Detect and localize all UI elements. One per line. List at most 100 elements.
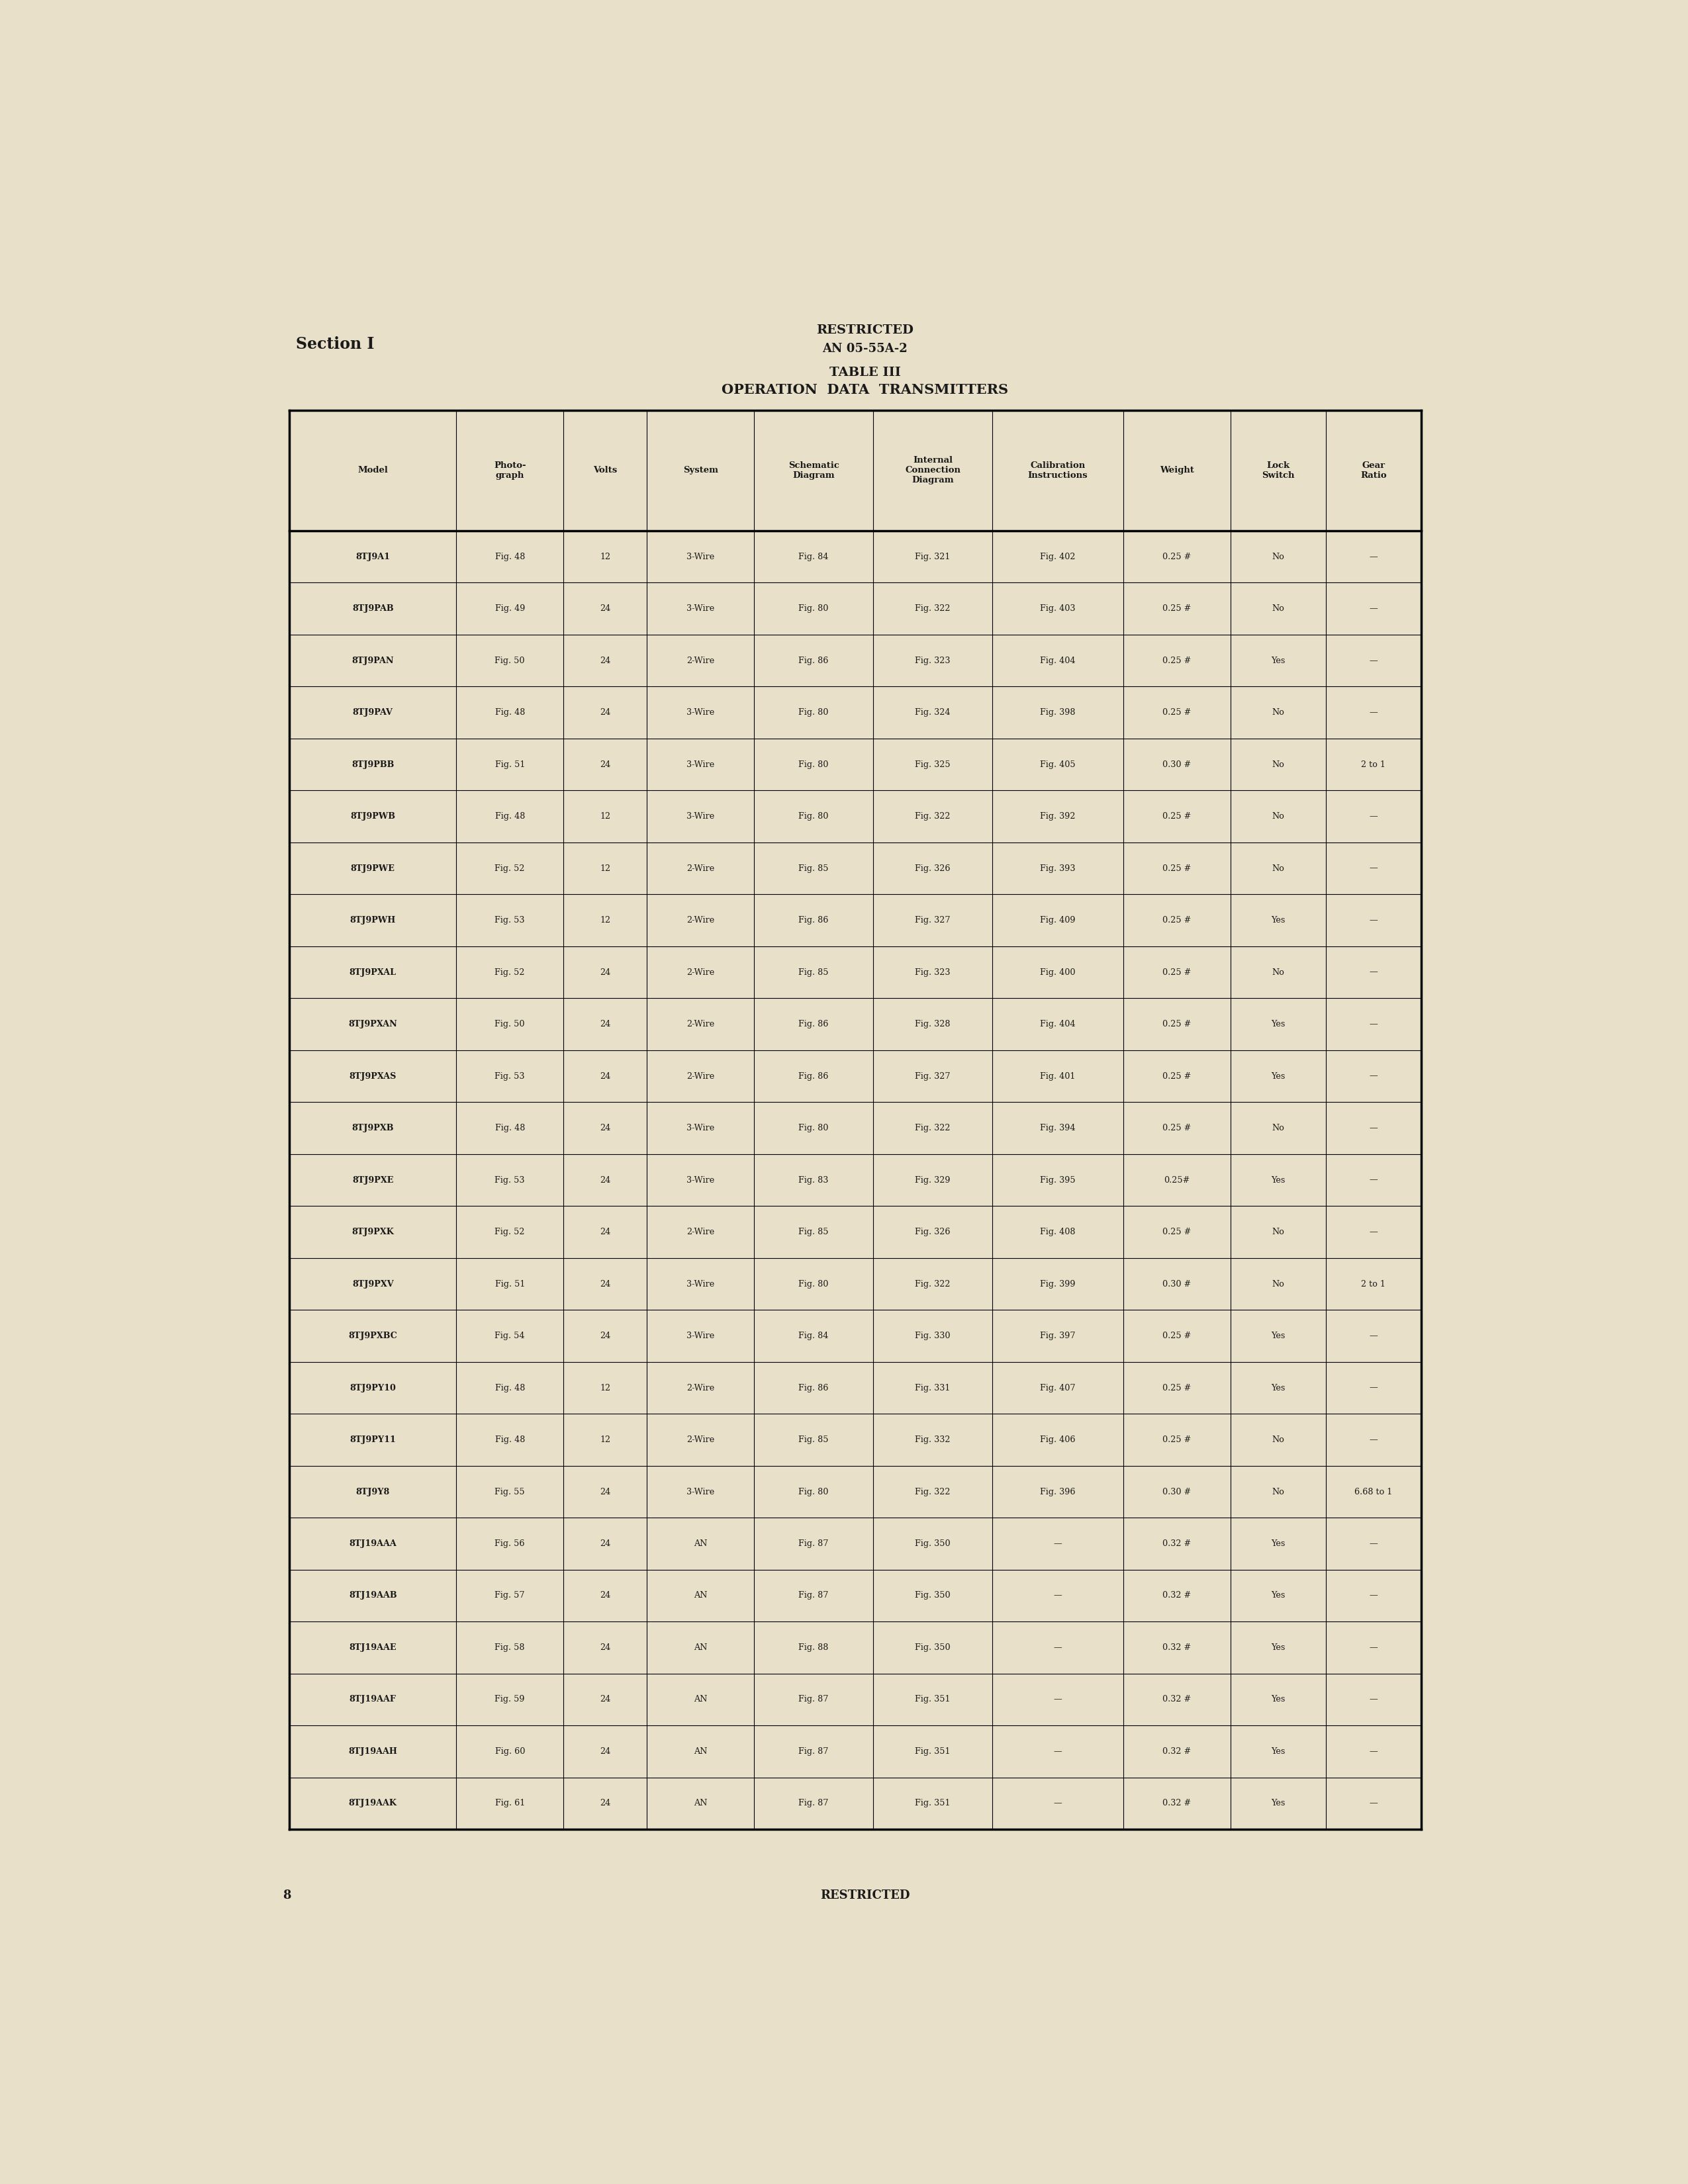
Text: 0.25 #: 0.25 # [1163, 605, 1192, 614]
Text: No: No [1271, 1227, 1285, 1236]
Text: —: — [1369, 1642, 1377, 1651]
Text: Fig. 60: Fig. 60 [495, 1747, 525, 1756]
Text: 12: 12 [599, 1382, 611, 1391]
Text: 24: 24 [599, 968, 611, 976]
Text: 3-Wire: 3-Wire [687, 1487, 714, 1496]
Text: Fig. 325: Fig. 325 [915, 760, 950, 769]
Text: 3-Wire: 3-Wire [687, 553, 714, 561]
Text: 0.25 #: 0.25 # [1163, 1227, 1192, 1236]
Text: Fig. 327: Fig. 327 [915, 915, 950, 924]
Text: 0.25 #: 0.25 # [1163, 915, 1192, 924]
Text: Fig. 88: Fig. 88 [798, 1642, 829, 1651]
Text: —: — [1369, 1540, 1377, 1548]
Text: 24: 24 [599, 1800, 611, 1808]
Text: Fig. 50: Fig. 50 [495, 655, 525, 664]
Text: 0.25 #: 0.25 # [1163, 812, 1192, 821]
Text: 24: 24 [599, 1125, 611, 1133]
Text: Fig. 52: Fig. 52 [495, 1227, 525, 1236]
Text: Fig. 51: Fig. 51 [495, 1280, 525, 1289]
Text: Fig. 392: Fig. 392 [1040, 812, 1075, 821]
Text: 12: 12 [599, 1435, 611, 1444]
Text: 24: 24 [599, 1072, 611, 1081]
Text: 8TJ19AAF: 8TJ19AAF [349, 1695, 397, 1704]
Text: —: — [1369, 865, 1377, 874]
Text: Fig. 402: Fig. 402 [1040, 553, 1075, 561]
Text: No: No [1271, 812, 1285, 821]
Text: 8TJ9PAV: 8TJ9PAV [353, 708, 393, 716]
Text: Gear
Ratio: Gear Ratio [1361, 461, 1386, 480]
Text: AN: AN [694, 1642, 707, 1651]
Text: Yes: Yes [1271, 1382, 1285, 1391]
Text: 8TJ9PWB: 8TJ9PWB [351, 812, 395, 821]
Text: Yes: Yes [1271, 1747, 1285, 1756]
Text: Fig. 332: Fig. 332 [915, 1435, 950, 1444]
Text: Lock
Switch: Lock Switch [1261, 461, 1295, 480]
Text: 24: 24 [599, 655, 611, 664]
Text: —: — [1369, 812, 1377, 821]
Text: Fig. 350: Fig. 350 [915, 1540, 950, 1548]
Text: Fig. 80: Fig. 80 [798, 605, 829, 614]
Text: —: — [1369, 605, 1377, 614]
Text: AN: AN [694, 1592, 707, 1601]
Text: Fig. 396: Fig. 396 [1040, 1487, 1075, 1496]
Text: 0.25 #: 0.25 # [1163, 708, 1192, 716]
Text: Schematic
Diagram: Schematic Diagram [788, 461, 839, 480]
Text: Fig. 87: Fig. 87 [798, 1747, 829, 1756]
Text: 0.25 #: 0.25 # [1163, 655, 1192, 664]
Text: 8TJ19AAH: 8TJ19AAH [348, 1747, 397, 1756]
Text: 2-Wire: 2-Wire [687, 915, 714, 924]
Text: —: — [1369, 1227, 1377, 1236]
Text: Fig. 350: Fig. 350 [915, 1592, 950, 1601]
Text: Fig. 398: Fig. 398 [1040, 708, 1075, 716]
Text: Fig. 322: Fig. 322 [915, 812, 950, 821]
Text: RESTRICTED: RESTRICTED [820, 1889, 910, 1902]
Text: —: — [1369, 655, 1377, 664]
Text: 8TJ19AAE: 8TJ19AAE [349, 1642, 397, 1651]
Text: —: — [1369, 1435, 1377, 1444]
Text: 8TJ9PXB: 8TJ9PXB [351, 1125, 393, 1133]
Text: Yes: Yes [1271, 915, 1285, 924]
Text: 2 to 1: 2 to 1 [1361, 760, 1386, 769]
Text: Yes: Yes [1271, 1072, 1285, 1081]
Text: Fig. 52: Fig. 52 [495, 865, 525, 874]
Text: 8TJ9PXAL: 8TJ9PXAL [349, 968, 397, 976]
Text: 0.25 #: 0.25 # [1163, 1435, 1192, 1444]
Text: —: — [1369, 915, 1377, 924]
Text: 24: 24 [599, 1592, 611, 1601]
Text: 0.25 #: 0.25 # [1163, 1332, 1192, 1341]
Text: RESTRICTED: RESTRICTED [817, 323, 913, 336]
Text: Fig. 351: Fig. 351 [915, 1800, 950, 1808]
Text: 0.25 #: 0.25 # [1163, 1072, 1192, 1081]
Text: 8TJ19AAB: 8TJ19AAB [349, 1592, 397, 1601]
Text: 8TJ19AAK: 8TJ19AAK [349, 1800, 397, 1808]
Text: 24: 24 [599, 605, 611, 614]
Text: Fig. 324: Fig. 324 [915, 708, 950, 716]
Text: —: — [1369, 1382, 1377, 1391]
Text: Fig. 80: Fig. 80 [798, 1487, 829, 1496]
Text: Fig. 48: Fig. 48 [495, 1435, 525, 1444]
Text: —: — [1369, 553, 1377, 561]
Text: 8TJ9PXAN: 8TJ9PXAN [348, 1020, 397, 1029]
Text: No: No [1271, 865, 1285, 874]
Text: Fig. 323: Fig. 323 [915, 968, 950, 976]
Text: Fig. 329: Fig. 329 [915, 1175, 950, 1184]
Text: Fig. 351: Fig. 351 [915, 1695, 950, 1704]
Text: Internal
Connection
Diagram: Internal Connection Diagram [905, 456, 960, 485]
Text: Fig. 321: Fig. 321 [915, 553, 950, 561]
Text: 0.25 #: 0.25 # [1163, 1382, 1192, 1391]
Text: 3-Wire: 3-Wire [687, 1280, 714, 1289]
Text: 24: 24 [599, 1695, 611, 1704]
Text: No: No [1271, 1125, 1285, 1133]
Text: Fig. 323: Fig. 323 [915, 655, 950, 664]
Text: No: No [1271, 605, 1285, 614]
Text: Fig. 50: Fig. 50 [495, 1020, 525, 1029]
Text: No: No [1271, 1280, 1285, 1289]
Text: —: — [1369, 1800, 1377, 1808]
Text: Fig. 327: Fig. 327 [915, 1072, 950, 1081]
Text: —: — [1053, 1642, 1062, 1651]
Text: 2-Wire: 2-Wire [687, 1435, 714, 1444]
Text: 0.32 #: 0.32 # [1163, 1540, 1192, 1548]
Text: Yes: Yes [1271, 1020, 1285, 1029]
Text: Photo-
graph: Photo- graph [495, 461, 527, 480]
Text: —: — [1369, 1592, 1377, 1601]
